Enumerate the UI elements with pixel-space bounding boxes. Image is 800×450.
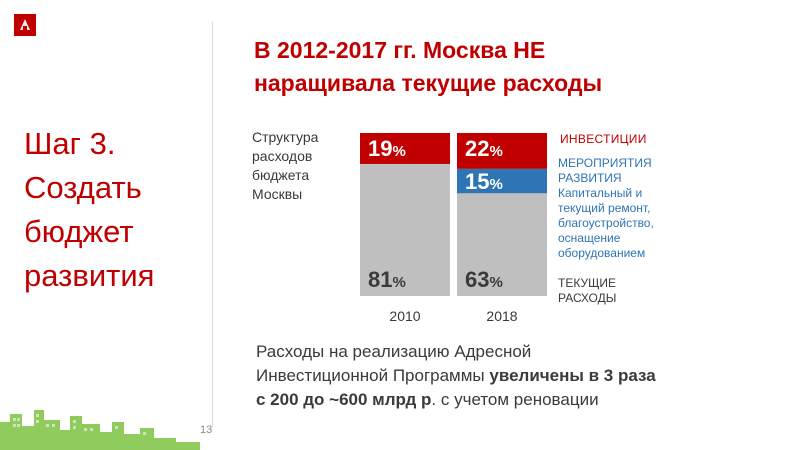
bar-segment (360, 163, 450, 296)
legend-development-desc-line: благоустройство, (558, 216, 654, 230)
legend-development-desc-line: оборудованием (558, 246, 646, 260)
summary-line-2: Инвестиционной Программы увеличены в 3 р… (256, 364, 776, 388)
step-title-line: бюджет (24, 214, 134, 249)
bar-segment (457, 193, 547, 296)
bar-segment (457, 133, 547, 169)
summary-text: Расходы на реализацию Адресной Инвестици… (256, 340, 776, 412)
moscow-logo-icon (14, 14, 36, 36)
step-title-line: Шаг 3. (24, 126, 116, 161)
summary-text-bold: с 200 до ~600 млрд р (256, 390, 432, 409)
structure-label-line: Москвы (252, 186, 303, 202)
legend-development-desc-line: текущий ремонт, (558, 201, 651, 215)
headline-line: В 2012-2017 гг. Москва НЕ (254, 37, 546, 63)
x-tick-label: 2010 (389, 308, 420, 324)
data-label: 81% (368, 267, 406, 292)
data-label: 15% (465, 169, 503, 194)
data-label: 63% (465, 267, 503, 292)
legend-current: ТЕКУЩИЕ РАСХОДЫ (558, 276, 668, 306)
legend-development-line: МЕРОПРИЯТИЯ (558, 156, 652, 170)
legend-development-title: МЕРОПРИЯТИЯ РАЗВИТИЯ (558, 156, 718, 186)
summary-line-3: с 200 до ~600 млрд р. с учетом реновации (256, 388, 776, 412)
city-skyline-icon (0, 410, 200, 450)
data-label: 19% (368, 136, 406, 161)
vertical-divider (212, 22, 213, 427)
summary-line-1: Расходы на реализацию Адресной (256, 342, 532, 361)
data-label: 22% (465, 136, 503, 161)
legend-development-desc-line: оснащение (558, 231, 621, 245)
headline-line: наращивала текущие расходы (254, 70, 603, 96)
bar-segment (360, 133, 450, 164)
summary-text-plain: . с учетом реновации (431, 390, 599, 409)
legend-current-line: РАСХОДЫ (558, 291, 617, 305)
x-tick-label: 2018 (486, 308, 517, 324)
step-title-line: развития (24, 258, 155, 293)
legend-development-line: РАЗВИТИЯ (558, 171, 622, 185)
structure-label-line: бюджета (252, 167, 310, 183)
slide-headline: В 2012-2017 гг. Москва НЕ наращивала тек… (254, 34, 774, 100)
step-title: Шаг 3. Создать бюджет развития (24, 122, 204, 298)
summary-text-plain: Инвестиционной Программы (256, 366, 490, 385)
legend-current-line: ТЕКУЩИЕ (558, 276, 616, 290)
page-number: 13 (200, 424, 213, 436)
legend-investments: ИНВЕСТИЦИИ (560, 132, 647, 146)
structure-label: Структура расходов бюджета Москвы (252, 128, 352, 204)
summary-text-bold: увеличены в 3 раза (489, 366, 656, 385)
step-title-line: Создать (24, 170, 142, 205)
bar-segment (457, 168, 547, 194)
legend-development-desc: Капитальный и текущий ремонт, благоустро… (558, 186, 718, 261)
structure-label-line: Структура (252, 129, 319, 145)
structure-label-line: расходов (252, 148, 313, 164)
legend-development-desc-line: Капитальный и (558, 186, 643, 200)
budget-structure-chart: 81% 19% 2010 63% 15% 22% 2018 (360, 133, 547, 324)
